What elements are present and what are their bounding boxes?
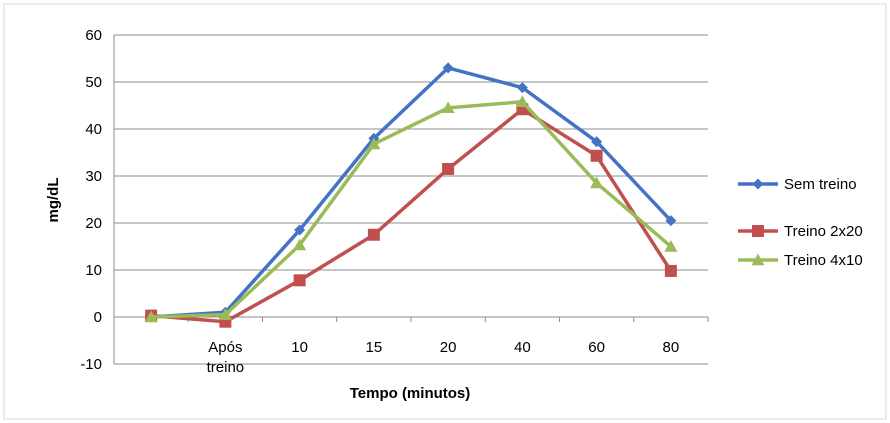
legend-label: Sem treino [784, 176, 857, 193]
y-tick-label: 20 [85, 215, 102, 232]
legend-item-1: Sem treino [738, 176, 857, 193]
data-point [665, 215, 677, 227]
legend-marker [752, 178, 764, 190]
axes [113, 35, 709, 364]
x-tick-label: 15 [366, 339, 383, 356]
data-point [367, 137, 381, 150]
x-tick-label: 40 [514, 339, 531, 356]
y-tick-label: 0 [94, 309, 102, 326]
data-point [293, 274, 306, 287]
legend-marker [752, 225, 764, 237]
y-tick-label: -10 [80, 356, 102, 373]
data-point [442, 162, 455, 175]
data-point [664, 240, 678, 252]
x-tick-label: Após treino [207, 339, 245, 376]
data-point [442, 62, 454, 74]
x-tick-label-line: 40 [514, 339, 531, 356]
series-line [151, 66, 673, 319]
data-point [218, 308, 232, 320]
x-tick-label: 10 [291, 339, 308, 356]
legend-label: Treino 2x20 [784, 223, 863, 240]
data-point [590, 176, 604, 189]
x-tick-label-line: 80 [663, 339, 680, 356]
data-point [441, 101, 455, 114]
y-tick-label: 50 [85, 74, 102, 91]
x-tick-labels: Após treino 10 15 20 40 60 80 [207, 339, 680, 376]
x-axis-title: Tempo (minutos) [350, 385, 471, 402]
series [144, 62, 678, 328]
x-tick-label-line: 60 [588, 339, 605, 356]
x-tick-label: 60 [588, 339, 605, 356]
y-axis-title: mg/dL [45, 178, 62, 223]
x-tick-label: 20 [440, 339, 457, 356]
y-tick-label: 10 [85, 262, 102, 279]
data-point [144, 310, 158, 323]
data-point [294, 224, 306, 236]
x-tick-label-line: 20 [440, 339, 457, 356]
legend: Sem treino Treino 2x20 Treino 4x10 [738, 176, 863, 269]
data-point [664, 264, 677, 277]
x-tick-label-line: Após [208, 339, 242, 356]
data-point [590, 149, 603, 162]
series-line [151, 99, 673, 319]
legend-item-3: Treino 4x10 [738, 252, 863, 269]
y-tick-label: 60 [85, 27, 102, 44]
series-3 [144, 95, 678, 323]
x-tick-label-line: treino [207, 359, 245, 376]
x-tick-label: 80 [663, 339, 680, 356]
series-line [150, 107, 673, 324]
x-tick-label-line: 15 [366, 339, 383, 356]
data-point [516, 82, 528, 94]
data-point [367, 228, 380, 241]
y-tick-label: 40 [85, 121, 102, 138]
data-point [515, 95, 529, 107]
legend-item-2: Treino 2x20 [738, 223, 863, 240]
y-tick-labels: -10 0 10 20 30 40 50 60 [80, 27, 102, 373]
legend-marker [751, 253, 765, 266]
data-point [293, 238, 307, 251]
y-tick-label: 30 [85, 168, 102, 185]
x-tick-label-line: 10 [291, 339, 308, 356]
legend-label: Treino 4x10 [784, 252, 863, 269]
data-point [591, 136, 603, 148]
